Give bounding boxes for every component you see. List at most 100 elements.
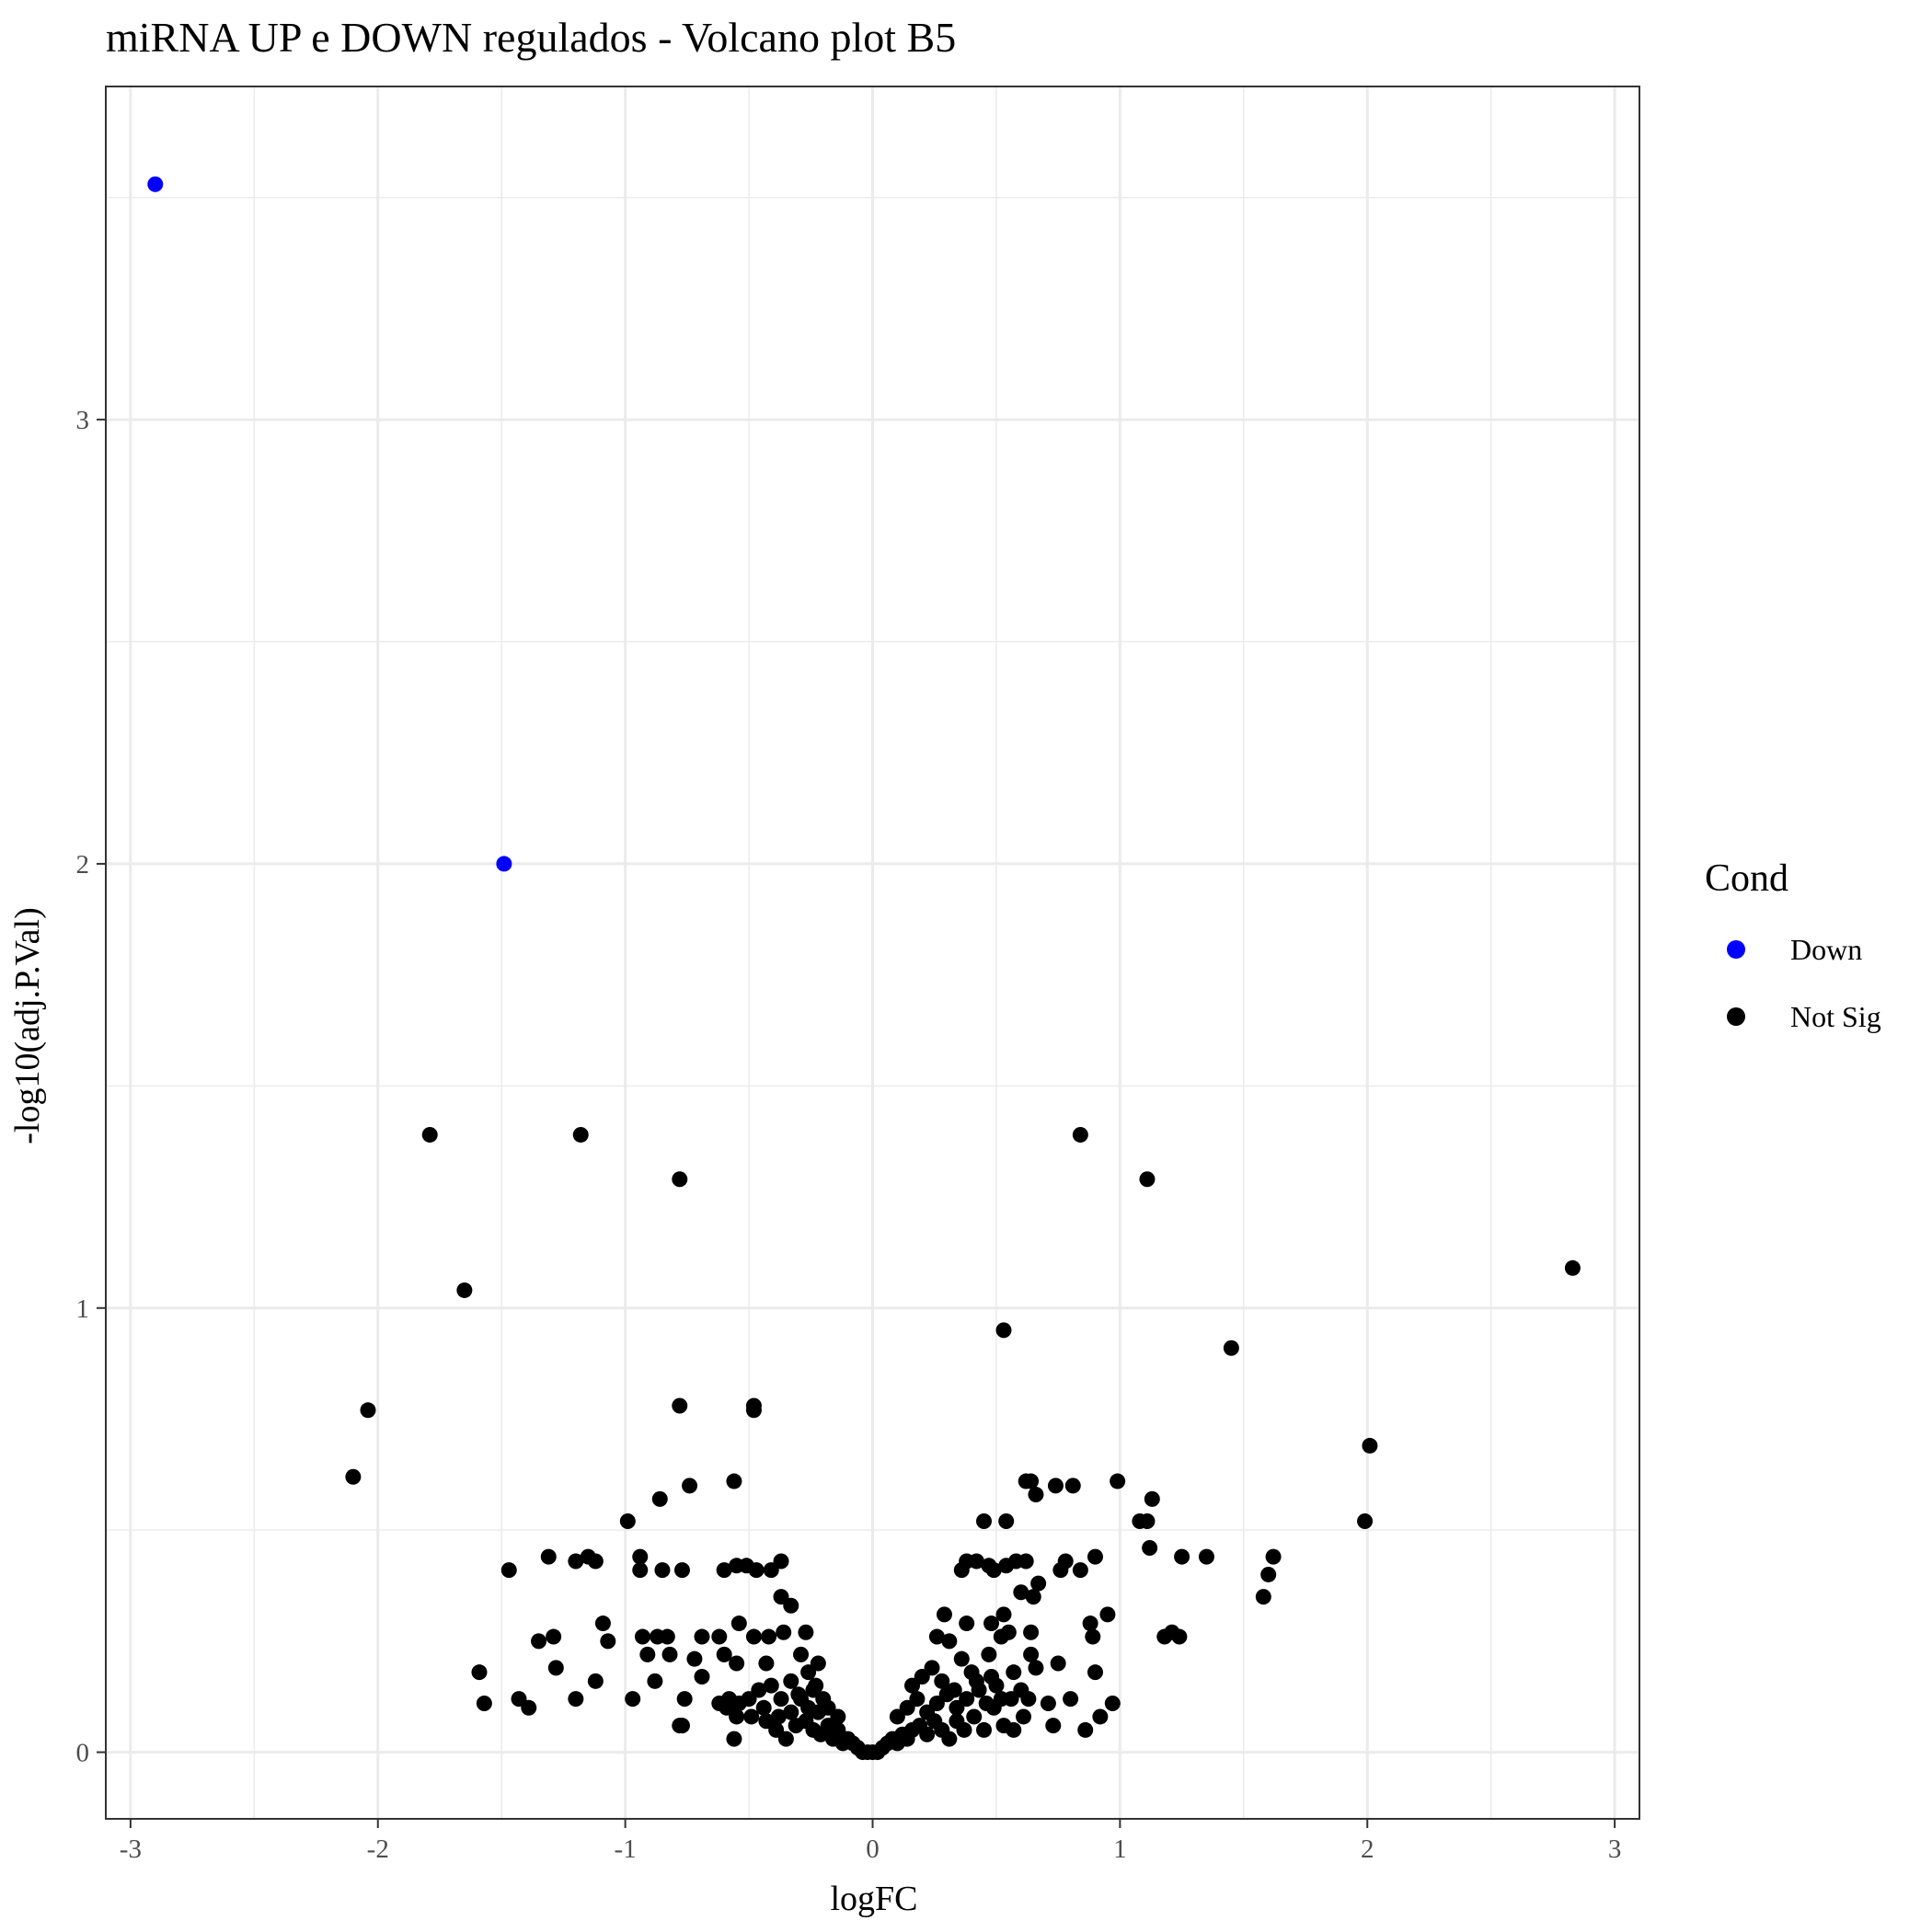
point-not-sig: [568, 1691, 584, 1708]
point-not-sig: [805, 1682, 822, 1698]
legend-label-not-sig: Not Sig: [1790, 1000, 1881, 1033]
point-down: [147, 176, 164, 192]
point-not-sig: [981, 1646, 997, 1662]
point-not-sig: [587, 1673, 604, 1689]
point-not-sig: [745, 1402, 762, 1419]
point-not-sig: [632, 1548, 649, 1565]
point-not-sig: [1072, 1126, 1088, 1143]
point-not-sig: [959, 1616, 975, 1632]
point-not-sig: [1255, 1589, 1271, 1605]
point-not-sig: [751, 1682, 767, 1698]
point-not-sig: [1142, 1539, 1158, 1556]
point-not-sig: [909, 1691, 926, 1708]
point-not-sig: [941, 1731, 958, 1747]
point-not-sig: [421, 1126, 438, 1143]
point-not-sig: [673, 1562, 690, 1579]
point-not-sig: [1028, 1660, 1044, 1676]
point-not-sig: [729, 1708, 745, 1725]
point-not-sig: [654, 1562, 671, 1579]
point-not-sig: [1362, 1437, 1378, 1454]
point-not-sig: [1174, 1548, 1190, 1565]
point-not-sig: [694, 1628, 710, 1645]
point-not-sig: [456, 1282, 473, 1298]
point-not-sig: [1265, 1548, 1282, 1565]
point-not-sig: [763, 1677, 779, 1694]
point-not-sig: [1063, 1691, 1079, 1708]
point-not-sig: [793, 1646, 810, 1662]
point-not-sig: [726, 1731, 742, 1747]
point-not-sig: [1013, 1682, 1029, 1698]
y-tick-label: 1: [76, 1294, 90, 1324]
point-not-sig: [1087, 1548, 1103, 1565]
data-points: [147, 176, 1581, 1761]
point-not-sig: [1040, 1695, 1056, 1711]
point-not-sig: [745, 1628, 762, 1645]
x-tick-label: 3: [1608, 1834, 1622, 1864]
point-not-sig: [968, 1673, 984, 1689]
point-not-sig: [773, 1691, 789, 1708]
point-not-sig: [1171, 1628, 1188, 1645]
point-not-sig: [471, 1664, 488, 1681]
point-not-sig: [966, 1708, 983, 1725]
point-not-sig: [975, 1721, 992, 1738]
point-not-sig: [777, 1731, 794, 1747]
point-not-sig: [521, 1699, 537, 1716]
y-tick-label: 3: [76, 406, 90, 435]
point-not-sig: [1023, 1473, 1040, 1489]
point-not-sig: [1016, 1708, 1032, 1725]
point-not-sig: [1025, 1589, 1041, 1605]
point-not-sig: [1072, 1562, 1088, 1579]
y-tick-label: 0: [76, 1739, 90, 1768]
point-not-sig: [1013, 1584, 1029, 1601]
point-not-sig: [1223, 1340, 1239, 1356]
point-not-sig: [798, 1624, 814, 1640]
point-not-sig: [1110, 1473, 1126, 1489]
point-not-sig: [682, 1478, 698, 1494]
y-axis-ticks: 0 1 2 3: [76, 406, 106, 1768]
point-not-sig: [619, 1513, 636, 1530]
point-not-sig: [672, 1397, 688, 1414]
point-not-sig: [547, 1660, 564, 1676]
point-not-sig: [625, 1691, 641, 1708]
point-not-sig: [783, 1597, 799, 1614]
point-not-sig: [995, 1322, 1012, 1339]
point-not-sig: [919, 1726, 936, 1742]
legend-key-not-sig: [1727, 1007, 1745, 1026]
point-not-sig: [1023, 1624, 1040, 1640]
point-not-sig: [1260, 1566, 1277, 1582]
x-tick-label: 2: [1361, 1834, 1374, 1864]
point-not-sig: [716, 1562, 732, 1579]
point-not-sig: [360, 1402, 376, 1419]
legend-label-down: Down: [1790, 933, 1862, 966]
point-not-sig: [568, 1553, 584, 1570]
point-not-sig: [941, 1633, 958, 1650]
point-not-sig: [773, 1553, 789, 1570]
point-not-sig: [793, 1691, 810, 1708]
point-not-sig: [975, 1513, 992, 1530]
point-not-sig: [914, 1668, 930, 1685]
point-not-sig: [995, 1606, 1012, 1623]
point-not-sig: [800, 1664, 817, 1681]
point-not-sig: [572, 1126, 589, 1143]
point-not-sig: [1085, 1628, 1101, 1645]
x-tick-label: -2: [367, 1834, 389, 1864]
point-not-sig: [716, 1646, 732, 1662]
point-not-sig: [639, 1646, 656, 1662]
point-not-sig: [1139, 1513, 1156, 1530]
point-down: [496, 856, 512, 872]
y-tick-label: 2: [76, 850, 90, 880]
point-not-sig: [978, 1695, 995, 1711]
point-not-sig: [743, 1708, 760, 1725]
point-not-sig: [776, 1624, 792, 1640]
point-not-sig: [600, 1633, 616, 1650]
point-not-sig: [946, 1682, 962, 1698]
point-not-sig: [651, 1490, 668, 1507]
point-not-sig: [587, 1553, 604, 1570]
point-not-sig: [1045, 1718, 1062, 1734]
point-not-sig: [755, 1699, 772, 1716]
point-not-sig: [540, 1548, 557, 1565]
point-not-sig: [998, 1558, 1015, 1574]
point-not-sig: [594, 1616, 611, 1632]
legend-title: Cond: [1705, 857, 1788, 900]
